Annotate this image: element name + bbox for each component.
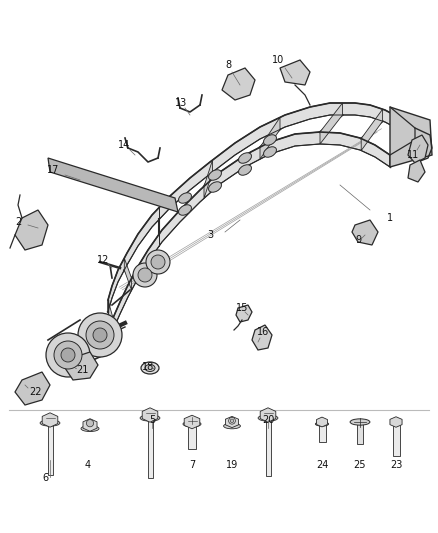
Text: 6: 6 — [42, 473, 48, 483]
Bar — [318, 424, 325, 442]
Polygon shape — [15, 210, 48, 250]
Text: 22: 22 — [29, 387, 41, 397]
Polygon shape — [222, 68, 255, 100]
Text: 9: 9 — [355, 235, 361, 245]
Text: 20: 20 — [262, 415, 274, 425]
Text: 8: 8 — [225, 60, 231, 70]
Ellipse shape — [208, 182, 222, 192]
Polygon shape — [204, 160, 212, 198]
Polygon shape — [280, 60, 310, 85]
Polygon shape — [317, 417, 328, 427]
Text: 5: 5 — [149, 415, 155, 425]
Text: 2: 2 — [15, 217, 21, 227]
Ellipse shape — [141, 362, 159, 374]
Polygon shape — [226, 416, 239, 427]
Polygon shape — [236, 305, 252, 322]
Text: 14: 14 — [118, 140, 130, 150]
Circle shape — [61, 348, 75, 362]
Text: 3: 3 — [207, 230, 213, 240]
Circle shape — [86, 419, 94, 427]
Circle shape — [151, 255, 165, 269]
Text: 21: 21 — [76, 365, 88, 375]
Text: 17: 17 — [47, 165, 59, 175]
Ellipse shape — [208, 170, 222, 180]
Text: 7: 7 — [189, 460, 195, 470]
Polygon shape — [142, 408, 158, 422]
Bar — [47, 423, 53, 475]
Circle shape — [138, 268, 152, 282]
Polygon shape — [390, 107, 432, 167]
Bar — [392, 424, 399, 456]
Polygon shape — [320, 103, 343, 144]
Circle shape — [93, 328, 107, 342]
Polygon shape — [361, 109, 383, 150]
Text: 23: 23 — [390, 460, 402, 470]
Polygon shape — [260, 117, 280, 159]
Polygon shape — [15, 372, 50, 405]
Ellipse shape — [40, 420, 60, 426]
Ellipse shape — [315, 422, 328, 426]
Bar — [148, 418, 152, 478]
Ellipse shape — [239, 165, 251, 175]
Circle shape — [46, 333, 90, 377]
Polygon shape — [113, 132, 390, 330]
Circle shape — [86, 321, 114, 349]
Circle shape — [133, 263, 157, 287]
Text: 4: 4 — [85, 460, 91, 470]
Text: 10: 10 — [272, 55, 284, 65]
Ellipse shape — [140, 415, 160, 421]
Circle shape — [146, 250, 170, 274]
Text: 16: 16 — [257, 327, 269, 337]
Polygon shape — [108, 300, 113, 330]
Ellipse shape — [183, 421, 201, 427]
Ellipse shape — [264, 147, 276, 157]
Text: 25: 25 — [354, 460, 366, 470]
Circle shape — [54, 341, 82, 369]
Text: 12: 12 — [97, 255, 109, 265]
Ellipse shape — [179, 193, 191, 203]
Polygon shape — [252, 325, 272, 350]
Polygon shape — [48, 158, 178, 212]
Ellipse shape — [239, 153, 251, 163]
Polygon shape — [352, 220, 378, 245]
Ellipse shape — [258, 415, 278, 421]
Polygon shape — [65, 352, 98, 380]
Polygon shape — [124, 258, 131, 290]
Text: 24: 24 — [316, 460, 328, 470]
Text: 13: 13 — [175, 98, 187, 108]
Ellipse shape — [224, 423, 240, 429]
Ellipse shape — [145, 365, 155, 372]
Text: 11: 11 — [407, 150, 419, 160]
Polygon shape — [408, 135, 428, 163]
Polygon shape — [108, 103, 415, 312]
Bar — [188, 424, 196, 449]
Polygon shape — [408, 160, 425, 182]
Bar — [357, 424, 363, 444]
Circle shape — [78, 313, 122, 357]
Text: 18: 18 — [142, 362, 154, 372]
Text: 19: 19 — [226, 460, 238, 470]
Ellipse shape — [350, 419, 370, 425]
Ellipse shape — [179, 205, 191, 215]
Polygon shape — [42, 413, 58, 427]
Text: 1: 1 — [387, 213, 393, 223]
Polygon shape — [260, 408, 276, 422]
Text: 15: 15 — [236, 303, 248, 313]
Polygon shape — [390, 128, 415, 167]
Bar — [265, 418, 271, 476]
Ellipse shape — [264, 135, 276, 145]
Polygon shape — [184, 415, 200, 429]
Polygon shape — [83, 419, 97, 431]
Circle shape — [230, 419, 234, 423]
Ellipse shape — [81, 426, 99, 432]
Polygon shape — [390, 417, 402, 427]
